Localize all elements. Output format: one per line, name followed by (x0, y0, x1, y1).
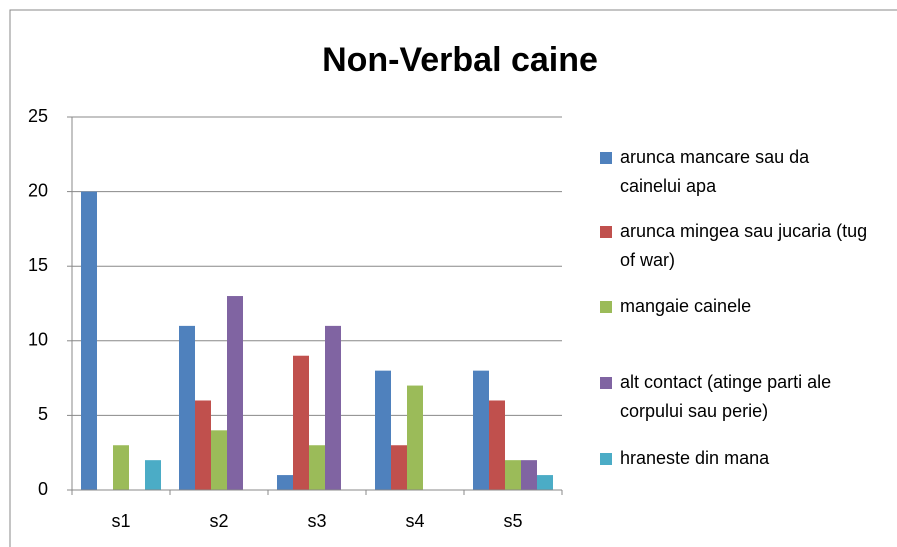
legend-item: arunca mancare sau da cainelui apa (600, 143, 870, 201)
bar (325, 325, 341, 490)
legend-item: hraneste din mana (600, 444, 870, 473)
bar (521, 460, 537, 490)
y-tick-label: 25 (28, 106, 48, 126)
legend-swatch (600, 377, 612, 389)
bar (113, 445, 129, 490)
x-tick-label: s2 (209, 511, 228, 531)
legend-label: mangaie cainele (620, 296, 752, 316)
y-tick-label: 20 (28, 180, 48, 200)
bar (81, 191, 97, 490)
y-tick-label: 15 (28, 255, 48, 275)
bar (391, 445, 407, 490)
legend-label: hraneste din mana (620, 448, 770, 468)
legend-swatch (600, 301, 612, 313)
legend-swatch (600, 152, 612, 164)
bar (211, 430, 227, 490)
x-tick-label: s1 (111, 511, 130, 531)
bar (489, 400, 505, 490)
legend-label: arunca mancare sau da cainelui apa (620, 147, 810, 196)
bar (179, 325, 195, 490)
chart-border (9, 9, 897, 547)
legend-label: arunca mingea sau jucaria (tug of war) (620, 221, 868, 270)
legend-swatch (600, 453, 612, 465)
legend-item: mangaie cainele (600, 292, 870, 321)
bar (537, 475, 553, 490)
chart-title: Non-Verbal caine (322, 41, 598, 79)
bar (375, 370, 391, 490)
legend-item: arunca mingea sau jucaria (tug of war) (600, 217, 870, 275)
legend-item: alt contact (atinge parti ale corpului s… (600, 368, 870, 426)
y-tick-label: 0 (38, 479, 48, 499)
bar (407, 385, 423, 490)
bar (293, 355, 309, 490)
bar (145, 460, 161, 490)
bar (473, 370, 489, 490)
legend-label: alt contact (atinge parti ale corpului s… (620, 372, 832, 421)
y-tick-label: 10 (28, 330, 48, 350)
x-tick-label: s3 (307, 511, 326, 531)
bar (505, 460, 521, 490)
x-tick-label: s4 (405, 511, 424, 531)
bar (309, 445, 325, 490)
legend-swatch (600, 226, 612, 238)
bar (277, 475, 293, 490)
bar (227, 296, 243, 490)
x-tick-label: s5 (503, 511, 522, 531)
bar (195, 400, 211, 490)
y-tick-label: 5 (38, 404, 48, 424)
